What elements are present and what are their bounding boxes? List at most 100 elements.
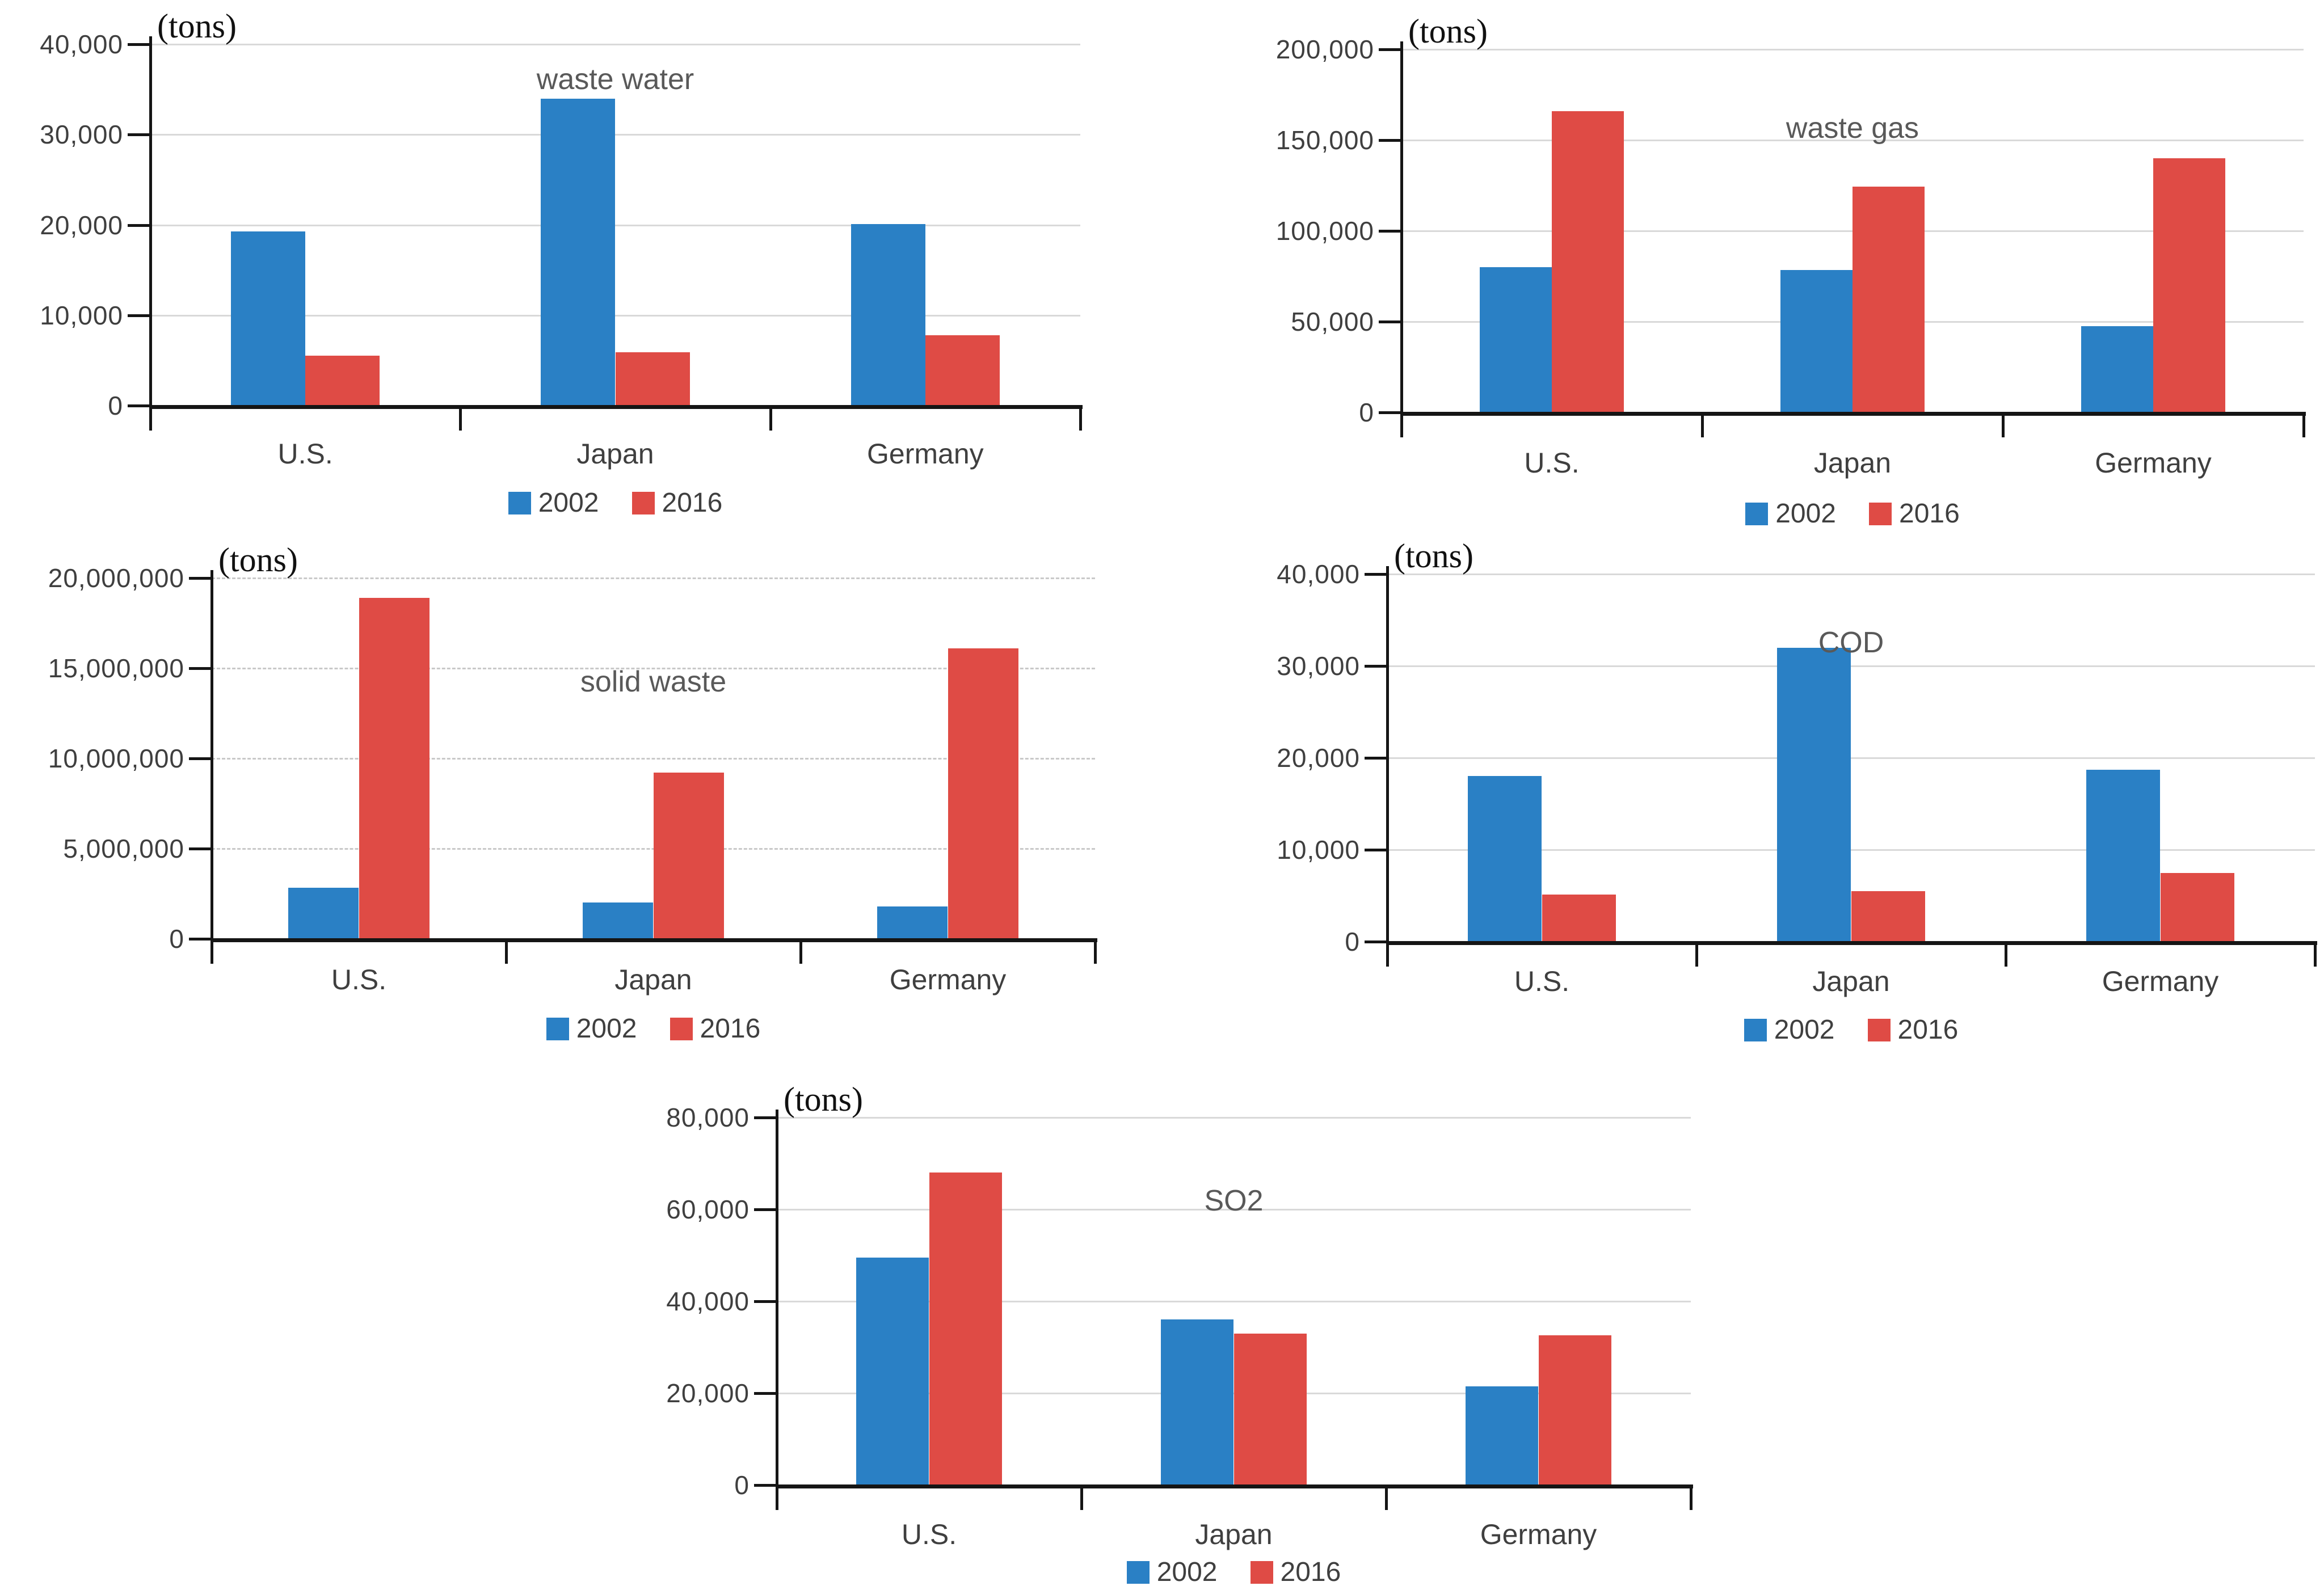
legend-label-2016: 2016 — [1280, 1557, 1341, 1587]
bar-germany-2002 — [2081, 326, 2153, 412]
gridline — [777, 1209, 1691, 1211]
legend-item-2002: 2002 — [1745, 499, 1836, 529]
y-axis — [1386, 566, 1389, 967]
bar-u-s-2016 — [305, 356, 380, 406]
legend: 2002 2016 — [150, 488, 1080, 518]
y-tick-mark — [1365, 573, 1386, 576]
category-label-germany: Germany — [889, 964, 1007, 996]
y-tick-mark — [189, 577, 210, 580]
y-tick-label: 60,000 — [666, 1195, 750, 1224]
legend-label-2002: 2002 — [1774, 1015, 1835, 1045]
x-axis — [777, 1484, 1693, 1488]
y-tick-mark — [128, 314, 149, 317]
y-tick-label: 100,000 — [1275, 216, 1374, 246]
bar-u-s-2002 — [1479, 267, 1552, 412]
bar-u-s-2016 — [929, 1173, 1003, 1485]
chart-title: solid waste — [580, 665, 727, 698]
y-tick-mark — [189, 757, 210, 760]
category-label-u-s: U.S. — [1514, 965, 1570, 997]
bar-u-s-2002 — [288, 888, 359, 939]
axis-unit-label: (tons) — [218, 541, 298, 579]
y-tick-mark — [1365, 757, 1386, 760]
x-tick-mark — [505, 939, 508, 964]
bar-japan-2016 — [1233, 1333, 1307, 1485]
category-label-u-s: U.S. — [1524, 447, 1580, 479]
x-tick-mark — [2002, 412, 2005, 437]
y-tick-label: 15,000,000 — [48, 653, 184, 683]
bar-japan-2002 — [541, 98, 616, 406]
legend: 2002 2016 — [1387, 1015, 2315, 1045]
legend-label-2002: 2002 — [538, 488, 599, 518]
gridline — [777, 1117, 1691, 1119]
x-tick-mark — [1701, 412, 1704, 437]
x-axis — [212, 938, 1097, 942]
bar-germany-2016 — [2160, 872, 2235, 942]
y-tick-label: 150,000 — [1275, 125, 1374, 155]
y-tick-label: 40,000 — [1277, 559, 1360, 589]
x-axis — [150, 405, 1083, 409]
category-label-japan: Japan — [576, 438, 654, 470]
legend-label-2002: 2002 — [576, 1014, 637, 1044]
category-label-u-s: U.S. — [331, 964, 387, 996]
bar-germany-2002 — [2086, 770, 2161, 942]
category-label-japan: Japan — [614, 964, 692, 996]
y-tick-mark — [754, 1484, 776, 1487]
gridline — [150, 314, 1080, 317]
x-tick-mark — [1695, 942, 1698, 967]
y-tick-mark — [1379, 139, 1400, 142]
x-axis — [1387, 941, 2317, 945]
y-tick-label: 0 — [1345, 927, 1360, 956]
legend-label-2016: 2016 — [1897, 1015, 1959, 1045]
legend-swatch-2016 — [1869, 503, 1892, 525]
legend-swatch-2016 — [1867, 1019, 1891, 1041]
y-tick-label: 10,000 — [1277, 835, 1360, 864]
legend-swatch-2002 — [508, 492, 531, 514]
y-tick-mark — [1379, 320, 1400, 323]
x-tick-mark — [1080, 1485, 1083, 1510]
legend-label-2016: 2016 — [1899, 499, 1960, 529]
gridline — [212, 668, 1095, 669]
legend-label-2016: 2016 — [700, 1014, 761, 1044]
bar-japan-2016 — [653, 773, 725, 939]
y-tick-mark — [128, 43, 149, 46]
y-tick-label: 200,000 — [1275, 35, 1374, 64]
bar-u-s-2016 — [1552, 111, 1624, 412]
gridline — [150, 44, 1080, 45]
x-tick-mark — [1079, 406, 1082, 431]
y-axis — [149, 36, 152, 431]
bar-germany-2002 — [1465, 1386, 1539, 1485]
y-axis — [776, 1110, 778, 1510]
axis-unit-label: (tons) — [1394, 537, 1473, 575]
y-tick-mark — [189, 938, 210, 940]
gridline — [1401, 140, 2304, 141]
y-axis — [210, 570, 213, 964]
gridline — [212, 577, 1095, 579]
y-tick-label: 80,000 — [666, 1103, 750, 1132]
y-tick-mark — [1365, 849, 1386, 851]
legend-swatch-2016 — [1250, 1561, 1273, 1584]
category-label-germany: Germany — [2102, 965, 2219, 997]
chart-title: waste gas — [1786, 111, 1919, 145]
x-axis — [1401, 412, 2306, 416]
bar-japan-2016 — [1853, 186, 1925, 412]
category-label-germany: Germany — [2095, 447, 2212, 479]
legend-swatch-2002 — [1126, 1561, 1150, 1584]
chart-title: waste water — [536, 62, 694, 96]
bar-u-s-2016 — [359, 597, 430, 939]
legend-item-2016: 2016 — [1869, 499, 1960, 529]
x-tick-mark — [1094, 939, 1097, 964]
y-tick-mark — [754, 1208, 776, 1211]
y-tick-label: 20,000 — [40, 210, 123, 240]
gridline — [212, 848, 1095, 850]
x-tick-mark — [459, 406, 462, 431]
x-tick-mark — [2302, 412, 2305, 437]
bar-germany-2016 — [925, 335, 1000, 406]
y-tick-mark — [1379, 230, 1400, 233]
gridline — [777, 1301, 1691, 1302]
y-tick-label: 40,000 — [40, 29, 123, 59]
